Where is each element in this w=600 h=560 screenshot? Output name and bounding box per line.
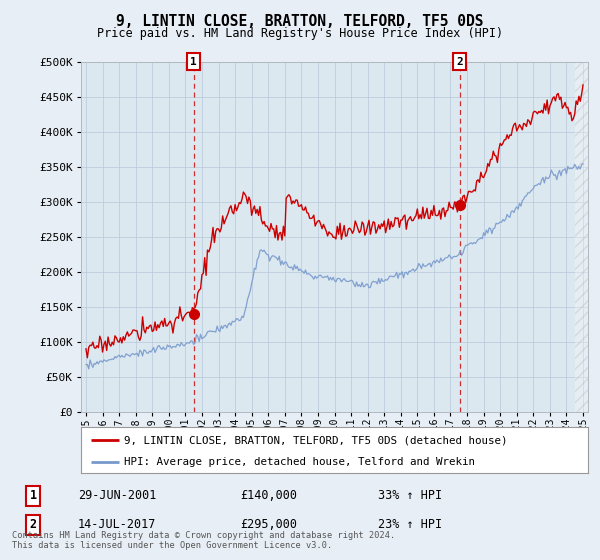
Text: Contains HM Land Registry data © Crown copyright and database right 2024.
This d: Contains HM Land Registry data © Crown c… (12, 530, 395, 550)
Text: 9, LINTIN CLOSE, BRATTON, TELFORD, TF5 0DS: 9, LINTIN CLOSE, BRATTON, TELFORD, TF5 0… (116, 14, 484, 29)
Text: 33% ↑ HPI: 33% ↑ HPI (378, 489, 442, 502)
Text: 9, LINTIN CLOSE, BRATTON, TELFORD, TF5 0DS (detached house): 9, LINTIN CLOSE, BRATTON, TELFORD, TF5 0… (124, 435, 508, 445)
Text: 29-JUN-2001: 29-JUN-2001 (78, 489, 157, 502)
Text: 1: 1 (29, 489, 37, 502)
Text: 1: 1 (190, 57, 197, 67)
Text: 2: 2 (29, 518, 37, 531)
Text: 23% ↑ HPI: 23% ↑ HPI (378, 518, 442, 531)
Text: 2: 2 (456, 57, 463, 67)
Text: £140,000: £140,000 (240, 489, 297, 502)
Text: £295,000: £295,000 (240, 518, 297, 531)
Text: HPI: Average price, detached house, Telford and Wrekin: HPI: Average price, detached house, Telf… (124, 457, 475, 466)
Bar (575, 62, 588, 412)
Text: Price paid vs. HM Land Registry's House Price Index (HPI): Price paid vs. HM Land Registry's House … (97, 27, 503, 40)
Text: 14-JUL-2017: 14-JUL-2017 (78, 518, 157, 531)
